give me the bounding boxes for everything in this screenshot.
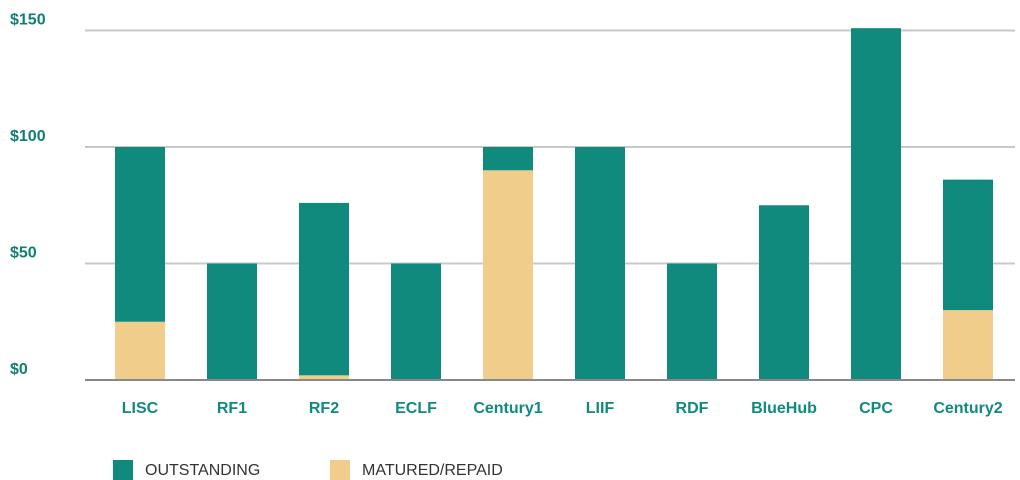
- legend-label: MATURED/REPAID: [362, 462, 503, 479]
- bar-segment: [483, 147, 533, 171]
- x-tick-label: LIIF: [586, 400, 615, 417]
- bar-segment: [759, 205, 809, 380]
- legend-label: OUTSTANDING: [145, 462, 260, 479]
- bar-segment: [575, 147, 625, 380]
- x-tick-label: BlueHub: [751, 400, 817, 417]
- x-tick-label: ECLF: [395, 400, 437, 417]
- x-tick-label: RF1: [217, 400, 247, 417]
- bar-segment: [943, 179, 993, 311]
- x-tick-label: RF2: [309, 400, 339, 417]
- x-tick-label: Century1: [473, 400, 542, 417]
- bar-segment: [483, 170, 533, 380]
- bar-segment: [299, 202, 349, 376]
- bar-segment: [207, 263, 257, 380]
- bar-segment: [391, 263, 441, 380]
- y-tick-label: $150: [10, 12, 46, 29]
- x-tick-label: CPC: [859, 400, 893, 417]
- x-tick-label: LISC: [122, 400, 159, 417]
- bar-segment: [115, 147, 165, 322]
- y-tick-label: $0: [10, 361, 28, 378]
- bar-segment: [299, 375, 349, 380]
- legend-swatch: [330, 460, 350, 480]
- bar-segment: [667, 263, 717, 380]
- y-tick-label: $100: [10, 128, 46, 145]
- bar-segment: [943, 310, 993, 380]
- x-tick-label: RDF: [676, 400, 709, 417]
- bar-segment: [851, 28, 901, 380]
- legend-swatch: [113, 460, 133, 480]
- x-tick-label: Century2: [933, 400, 1002, 417]
- bar-segment: [115, 321, 165, 380]
- y-tick-label: $50: [10, 245, 37, 262]
